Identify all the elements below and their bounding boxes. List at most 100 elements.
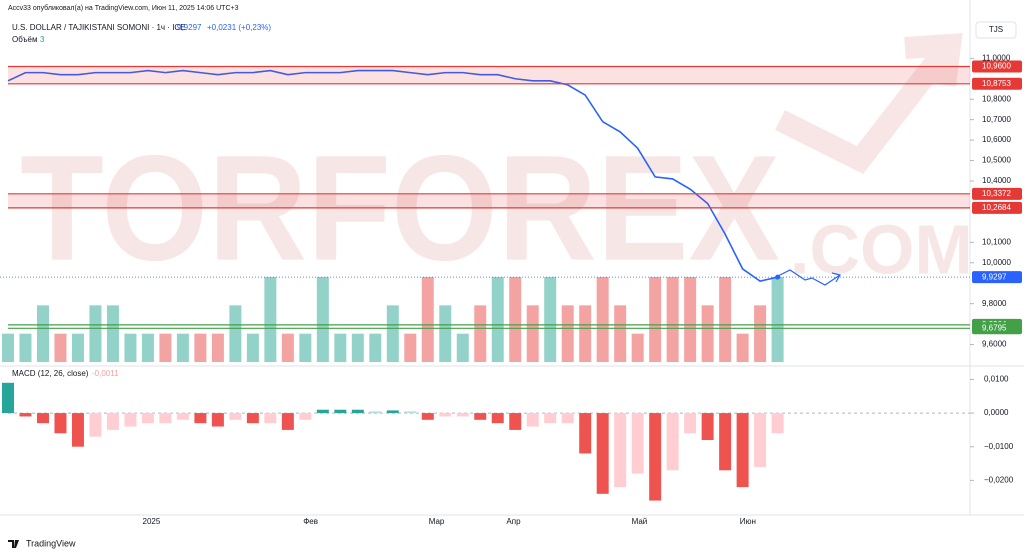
volume-bar [579, 305, 592, 362]
macd-bar [439, 413, 452, 417]
macd-bar [299, 413, 312, 420]
level-label-bg [972, 187, 1022, 200]
watermark-arrow [775, 33, 963, 174]
volume-bar [386, 305, 399, 362]
macd-bar [369, 411, 382, 414]
price-tick-label: 9,6000 [982, 340, 1007, 349]
macd-bar [666, 413, 679, 471]
currency-box[interactable] [975, 21, 1017, 39]
volume-bar [176, 333, 189, 362]
level-label-bg [972, 60, 1022, 73]
price-tick-label: 10,5000 [982, 156, 1011, 165]
macd-bar [351, 409, 364, 414]
volume-bar [631, 333, 644, 362]
price-tick-label: 10,0000 [982, 258, 1011, 267]
macd-bar [159, 413, 172, 424]
level-zone [8, 66, 970, 84]
currency[interactable]: TJS [989, 25, 1003, 34]
volume-bar [544, 277, 557, 362]
projection-arrow [777, 269, 841, 286]
volume-bar [351, 333, 364, 362]
macd-bar [2, 382, 14, 414]
x-tick-label: Май [632, 517, 648, 526]
macd-bar [614, 413, 627, 488]
volume-label: Объём [12, 35, 38, 44]
macd-bar [281, 413, 294, 430]
macd-bar [404, 411, 417, 414]
volume-bar [281, 333, 294, 362]
price: 9,9297 [177, 23, 202, 32]
volume-bar [684, 277, 697, 362]
macd-bar [246, 413, 259, 424]
macd-bar [579, 413, 592, 454]
level-label-bg [972, 322, 1022, 335]
macd-bar [176, 413, 189, 420]
macd-bar [211, 413, 224, 427]
macd-tick-label: −0,0100 [984, 442, 1014, 451]
price-tick-label: 9,8000 [982, 299, 1007, 308]
macd-bar [456, 413, 469, 417]
level-label: 10,8753 [982, 79, 1011, 88]
volume-bar [194, 333, 207, 362]
macd-bar [771, 413, 784, 434]
volume-bar [754, 305, 767, 362]
macd-tick-label: 0,0100 [984, 375, 1009, 384]
macd-bar [386, 410, 399, 414]
volume-bar [421, 277, 434, 362]
level-label-bg [972, 271, 1022, 284]
level-label: 9,9297 [982, 272, 1007, 281]
macd-bar [649, 413, 662, 501]
footer-brand: TradingView [26, 538, 76, 548]
macd-bar [36, 413, 49, 424]
level-label-bg [972, 77, 1022, 90]
level-label: 10,2684 [982, 203, 1011, 212]
volume-bar [491, 277, 504, 362]
macd-bar [474, 413, 487, 420]
volume-bar [474, 305, 487, 362]
macd-bar [736, 413, 749, 488]
x-tick-label: 2025 [143, 517, 161, 526]
volume-bar [404, 333, 417, 362]
volume-bar [124, 333, 137, 362]
macd-bar [719, 413, 732, 471]
volume-bar [54, 333, 67, 362]
volume-bar [666, 277, 679, 362]
price-tick-label: 10,8000 [982, 94, 1011, 103]
macd-bar [631, 413, 644, 474]
volume-bar [649, 277, 662, 362]
macd-bar [334, 409, 347, 414]
volume-bar [771, 277, 784, 362]
macd-bar [684, 413, 697, 434]
macd-bar [596, 413, 609, 494]
x-tick-label: Июн [740, 517, 756, 526]
volume-value: 3 [40, 35, 45, 44]
price-tick-label: 11,0000 [982, 53, 1011, 62]
macd-bar [229, 413, 242, 420]
volume-bar [246, 333, 259, 362]
macd-tick-label: −0,0200 [984, 475, 1014, 484]
macd-bar [544, 413, 557, 424]
volume-bar [89, 305, 102, 362]
level-zone [8, 193, 970, 208]
price-tick-label: 10,7000 [982, 115, 1011, 124]
macd-bar [89, 413, 102, 437]
volume-bar [299, 333, 312, 362]
volume-bar [509, 277, 522, 362]
macd-bar [19, 413, 32, 417]
volume-bar [71, 333, 84, 362]
price-tick-label: 10,1000 [982, 237, 1011, 246]
watermark-suffix: .COM [790, 210, 973, 288]
price-axis-area [970, 0, 1024, 540]
macd-bar [194, 413, 207, 424]
macd-bar [124, 413, 137, 427]
price-tick-label: 10,4000 [982, 176, 1011, 185]
price-line [7, 69, 778, 283]
macd-bar [561, 413, 574, 424]
macd-tick-label: 0,0000 [984, 408, 1009, 417]
volume-bar [719, 277, 732, 362]
level-label: 10,3372 [982, 189, 1011, 198]
volume-bar [456, 333, 469, 362]
x-tick-label: Апр [506, 517, 521, 526]
volume-bar [334, 333, 347, 362]
